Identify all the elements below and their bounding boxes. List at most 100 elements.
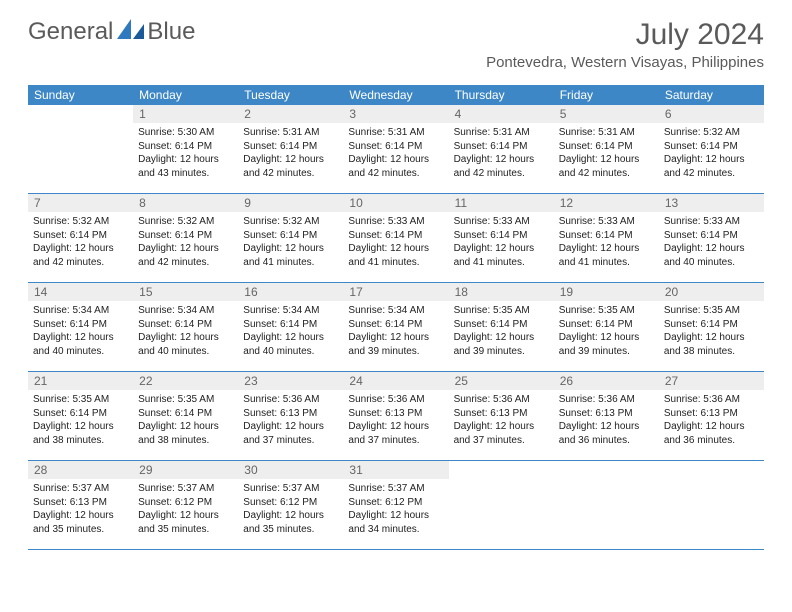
day-content: Sunrise: 5:32 AMSunset: 6:14 PMDaylight:… — [238, 212, 343, 271]
day-cell — [28, 105, 133, 193]
day-number: 23 — [238, 372, 343, 390]
day-content: Sunrise: 5:31 AMSunset: 6:14 PMDaylight:… — [449, 123, 554, 182]
day-cell — [659, 461, 764, 549]
day-content: Sunrise: 5:34 AMSunset: 6:14 PMDaylight:… — [133, 301, 238, 360]
day-cell: 24Sunrise: 5:36 AMSunset: 6:13 PMDayligh… — [343, 372, 448, 460]
day-cell: 3Sunrise: 5:31 AMSunset: 6:14 PMDaylight… — [343, 105, 448, 193]
weekday-friday: Friday — [554, 85, 659, 105]
day-number: 9 — [238, 194, 343, 212]
day-number: 3 — [343, 105, 448, 123]
sunrise-text: Sunrise: 5:32 AM — [664, 126, 759, 140]
sunrise-text: Sunrise: 5:30 AM — [138, 126, 233, 140]
day-content: Sunrise: 5:35 AMSunset: 6:14 PMDaylight:… — [659, 301, 764, 360]
day-cell: 26Sunrise: 5:36 AMSunset: 6:13 PMDayligh… — [554, 372, 659, 460]
day-cell: 8Sunrise: 5:32 AMSunset: 6:14 PMDaylight… — [133, 194, 238, 282]
week-row: 1Sunrise: 5:30 AMSunset: 6:14 PMDaylight… — [28, 105, 764, 194]
sail-icon — [117, 19, 145, 46]
day-number: 27 — [659, 372, 764, 390]
day-content: Sunrise: 5:33 AMSunset: 6:14 PMDaylight:… — [554, 212, 659, 271]
logo-text-general: General — [28, 18, 113, 46]
sunset-text: Sunset: 6:13 PM — [33, 496, 128, 510]
day-content: Sunrise: 5:30 AMSunset: 6:14 PMDaylight:… — [133, 123, 238, 182]
week-row: 14Sunrise: 5:34 AMSunset: 6:14 PMDayligh… — [28, 283, 764, 372]
weekday-saturday: Saturday — [659, 85, 764, 105]
daylight-text: Daylight: 12 hours and 36 minutes. — [664, 420, 759, 447]
daylight-text: Daylight: 12 hours and 35 minutes. — [33, 509, 128, 536]
day-number: 10 — [343, 194, 448, 212]
day-number: 8 — [133, 194, 238, 212]
day-cell: 7Sunrise: 5:32 AMSunset: 6:14 PMDaylight… — [28, 194, 133, 282]
day-cell: 23Sunrise: 5:36 AMSunset: 6:13 PMDayligh… — [238, 372, 343, 460]
daylight-text: Daylight: 12 hours and 34 minutes. — [348, 509, 443, 536]
day-cell: 5Sunrise: 5:31 AMSunset: 6:14 PMDaylight… — [554, 105, 659, 193]
day-number: 11 — [449, 194, 554, 212]
daylight-text: Daylight: 12 hours and 38 minutes. — [33, 420, 128, 447]
sunrise-text: Sunrise: 5:33 AM — [559, 215, 654, 229]
day-content: Sunrise: 5:36 AMSunset: 6:13 PMDaylight:… — [238, 390, 343, 449]
daylight-text: Daylight: 12 hours and 39 minutes. — [454, 331, 549, 358]
month-title: July 2024 — [486, 18, 764, 52]
sunset-text: Sunset: 6:14 PM — [664, 318, 759, 332]
daylight-text: Daylight: 12 hours and 37 minutes. — [454, 420, 549, 447]
sunset-text: Sunset: 6:14 PM — [348, 318, 443, 332]
sunrise-text: Sunrise: 5:36 AM — [664, 393, 759, 407]
title-block: July 2024 Pontevedra, Western Visayas, P… — [486, 18, 764, 71]
daylight-text: Daylight: 12 hours and 41 minutes. — [243, 242, 338, 269]
day-cell: 20Sunrise: 5:35 AMSunset: 6:14 PMDayligh… — [659, 283, 764, 371]
sunset-text: Sunset: 6:13 PM — [559, 407, 654, 421]
sunrise-text: Sunrise: 5:35 AM — [33, 393, 128, 407]
daylight-text: Daylight: 12 hours and 35 minutes. — [243, 509, 338, 536]
weekday-tuesday: Tuesday — [238, 85, 343, 105]
sunset-text: Sunset: 6:14 PM — [138, 229, 233, 243]
sunrise-text: Sunrise: 5:35 AM — [138, 393, 233, 407]
sunset-text: Sunset: 6:14 PM — [33, 229, 128, 243]
day-number: 6 — [659, 105, 764, 123]
day-content: Sunrise: 5:37 AMSunset: 6:12 PMDaylight:… — [238, 479, 343, 538]
weeks-container: 1Sunrise: 5:30 AMSunset: 6:14 PMDaylight… — [28, 105, 764, 550]
day-content: Sunrise: 5:32 AMSunset: 6:14 PMDaylight:… — [28, 212, 133, 271]
daylight-text: Daylight: 12 hours and 41 minutes. — [348, 242, 443, 269]
day-content: Sunrise: 5:35 AMSunset: 6:14 PMDaylight:… — [28, 390, 133, 449]
day-cell: 30Sunrise: 5:37 AMSunset: 6:12 PMDayligh… — [238, 461, 343, 549]
daylight-text: Daylight: 12 hours and 40 minutes. — [138, 331, 233, 358]
sunset-text: Sunset: 6:14 PM — [33, 407, 128, 421]
sunset-text: Sunset: 6:14 PM — [33, 318, 128, 332]
day-cell: 19Sunrise: 5:35 AMSunset: 6:14 PMDayligh… — [554, 283, 659, 371]
day-cell: 10Sunrise: 5:33 AMSunset: 6:14 PMDayligh… — [343, 194, 448, 282]
sunrise-text: Sunrise: 5:33 AM — [454, 215, 549, 229]
day-cell: 27 Sunrise: 5:36 AMSunset: 6:13 PMDayligh… — [659, 372, 764, 460]
week-row: 28Sunrise: 5:37 AMSunset: 6:13 PMDayligh… — [28, 461, 764, 550]
sunset-text: Sunset: 6:13 PM — [243, 407, 338, 421]
day-number: 16 — [238, 283, 343, 301]
day-cell: 9Sunrise: 5:32 AMSunset: 6:14 PMDaylight… — [238, 194, 343, 282]
day-content: Sunrise: 5:36 AMSunset: 6:13 PMDaylight:… — [343, 390, 448, 449]
day-number: 4 — [449, 105, 554, 123]
weekday-wednesday: Wednesday — [343, 85, 448, 105]
sunset-text: Sunset: 6:13 PM — [664, 407, 759, 421]
day-content: Sunrise: 5:36 AMSunset: 6:13 PMDaylight:… — [449, 390, 554, 449]
day-cell: 31Sunrise: 5:37 AMSunset: 6:12 PMDayligh… — [343, 461, 448, 549]
daylight-text: Daylight: 12 hours and 35 minutes. — [138, 509, 233, 536]
sunset-text: Sunset: 6:14 PM — [664, 140, 759, 154]
sunrise-text: Sunrise: 5:34 AM — [243, 304, 338, 318]
day-content: Sunrise: 5:31 AMSunset: 6:14 PMDaylight:… — [343, 123, 448, 182]
sunrise-text: Sunrise: 5:31 AM — [454, 126, 549, 140]
day-number: 13 — [659, 194, 764, 212]
sunset-text: Sunset: 6:14 PM — [454, 229, 549, 243]
day-cell: 21Sunrise: 5:35 AMSunset: 6:14 PMDayligh… — [28, 372, 133, 460]
sunrise-text: Sunrise: 5:34 AM — [33, 304, 128, 318]
sunset-text: Sunset: 6:14 PM — [454, 140, 549, 154]
day-number: 12 — [554, 194, 659, 212]
weekday-monday: Monday — [133, 85, 238, 105]
daylight-text: Daylight: 12 hours and 40 minutes. — [243, 331, 338, 358]
sunrise-text: Sunrise: 5:32 AM — [33, 215, 128, 229]
daylight-text: Daylight: 12 hours and 36 minutes. — [559, 420, 654, 447]
daylight-text: Daylight: 12 hours and 42 minutes. — [454, 153, 549, 180]
week-row: 7Sunrise: 5:32 AMSunset: 6:14 PMDaylight… — [28, 194, 764, 283]
day-cell: 18Sunrise: 5:35 AMSunset: 6:14 PMDayligh… — [449, 283, 554, 371]
day-number: 1 — [133, 105, 238, 123]
sunrise-text: Sunrise: 5:31 AM — [559, 126, 654, 140]
daylight-text: Daylight: 12 hours and 37 minutes. — [348, 420, 443, 447]
sunset-text: Sunset: 6:14 PM — [559, 140, 654, 154]
day-number: 5 — [554, 105, 659, 123]
